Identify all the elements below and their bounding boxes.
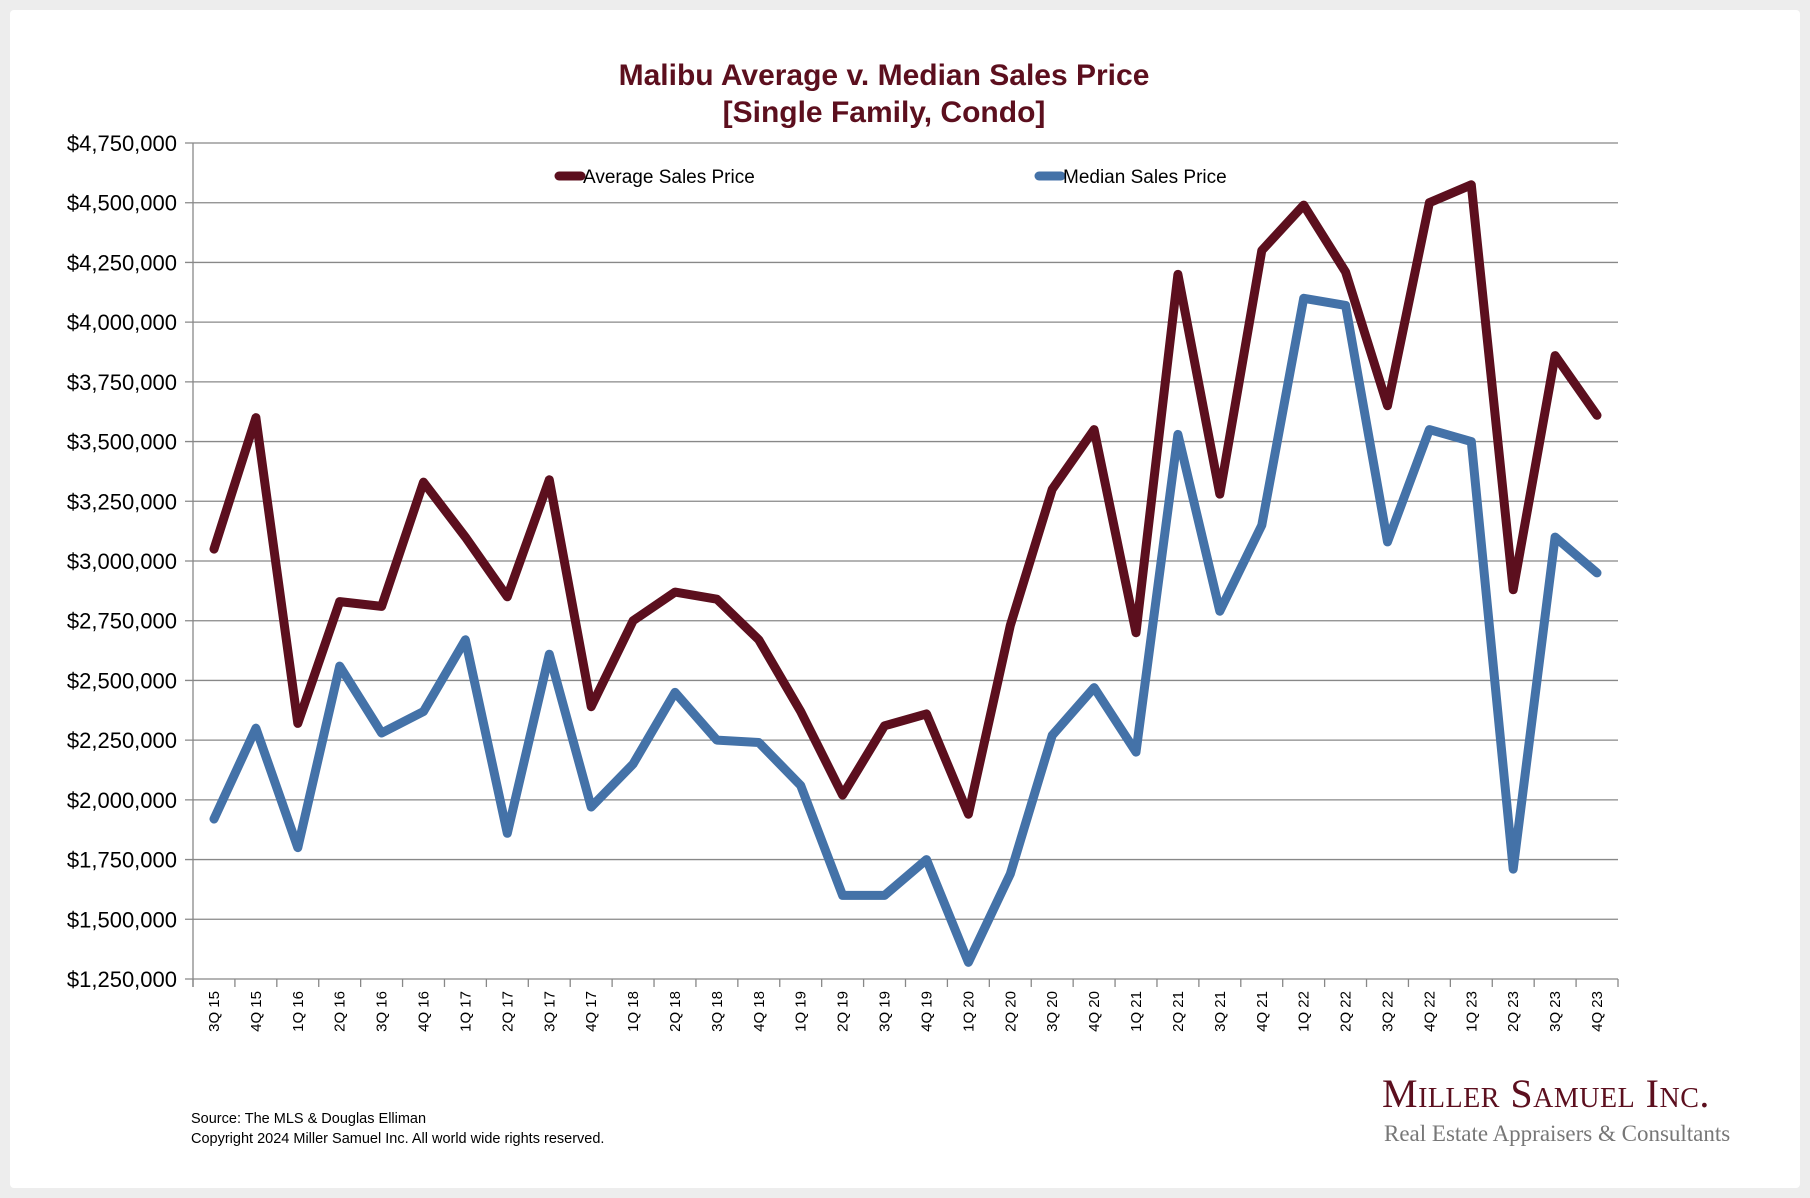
y-tick-label: $4,250,000 [67,250,177,275]
y-tick-label: $3,000,000 [67,549,177,574]
median-sales-price-line [209,293,1602,967]
x-tick-label: 3Q 23 [1547,991,1564,1032]
legend-label: Median Sales Price [1063,167,1227,188]
chart-card [10,10,1800,1188]
y-tick-label: $3,250,000 [67,489,177,514]
y-tick-label: $2,750,000 [67,609,177,634]
x-tick-label: 4Q 22 [1421,991,1438,1032]
y-tick-label: $4,000,000 [67,310,177,335]
y-tick-label: $2,000,000 [67,788,177,813]
x-tick-label: 4Q 15 [248,991,265,1032]
x-tick-label: 3Q 21 [1212,991,1229,1032]
y-tick-label: $4,500,000 [67,191,177,216]
x-tick-label: 1Q 23 [1463,991,1480,1032]
x-tick-label: 1Q 22 [1296,991,1313,1032]
x-tick-label: 4Q 21 [1254,991,1271,1032]
y-tick-label: $1,250,000 [67,967,177,992]
legend-label: Average Sales Price [583,167,755,188]
x-tick-label: 3Q 15 [206,991,223,1032]
copyright-note: Copyright 2024 Miller Samuel Inc. All wo… [191,1131,605,1147]
x-tick-label: 1Q 17 [457,991,474,1032]
y-tick-label: $3,750,000 [67,370,177,395]
y-tick-label: $1,500,000 [67,907,177,932]
x-tick-label: 2Q 18 [667,991,684,1032]
y-tick-label: $2,250,000 [67,728,177,753]
x-tick-label: 4Q 19 [918,991,935,1032]
x-tick-label: 4Q 20 [1086,991,1103,1032]
x-tick-label: 2Q 22 [1338,991,1355,1032]
y-tick-label: $3,500,000 [67,430,177,455]
x-tick-label: 1Q 19 [793,991,810,1032]
x-tick-label: 2Q 16 [332,991,349,1032]
x-tick-label: 4Q 18 [751,991,768,1032]
y-tick-label: $1,750,000 [67,848,177,873]
x-tick-label: 3Q 20 [1044,991,1061,1032]
company-tagline: Real Estate Appraisers & Consultants [1384,1121,1731,1146]
x-tick-label: 4Q 16 [416,991,433,1032]
company-logo: Miller Samuel Inc. [1382,1071,1710,1116]
y-tick-label: $4,750,000 [67,131,177,156]
x-tick-label: 3Q 22 [1379,991,1396,1032]
source-note: Source: The MLS & Douglas Elliman [191,1111,427,1127]
x-tick-label: 2Q 23 [1505,991,1522,1032]
x-tick-label: 3Q 16 [374,991,391,1032]
x-tick-label: 3Q 17 [541,991,558,1032]
x-tick-label: 1Q 16 [290,991,307,1032]
x-tick-label: 3Q 19 [877,991,894,1032]
chart-title: Malibu Average v. Median Sales Price [618,59,1150,92]
x-tick-label: 2Q 17 [499,991,516,1032]
x-tick-label: 3Q 18 [709,991,726,1032]
x-tick-label: 2Q 20 [1002,991,1019,1032]
chart-subtitle: [Single Family, Condo] [722,96,1046,129]
x-tick-label: 4Q 23 [1589,991,1606,1032]
x-tick-label: 2Q 19 [835,991,852,1032]
x-tick-label: 2Q 21 [1170,991,1187,1032]
average-sales-price-line [209,180,1602,819]
y-tick-label: $2,500,000 [67,668,177,693]
x-tick-label: 1Q 21 [1128,991,1145,1032]
x-tick-label: 1Q 18 [625,991,642,1032]
x-tick-label: 4Q 17 [583,991,600,1032]
x-tick-label: 1Q 20 [960,991,977,1032]
